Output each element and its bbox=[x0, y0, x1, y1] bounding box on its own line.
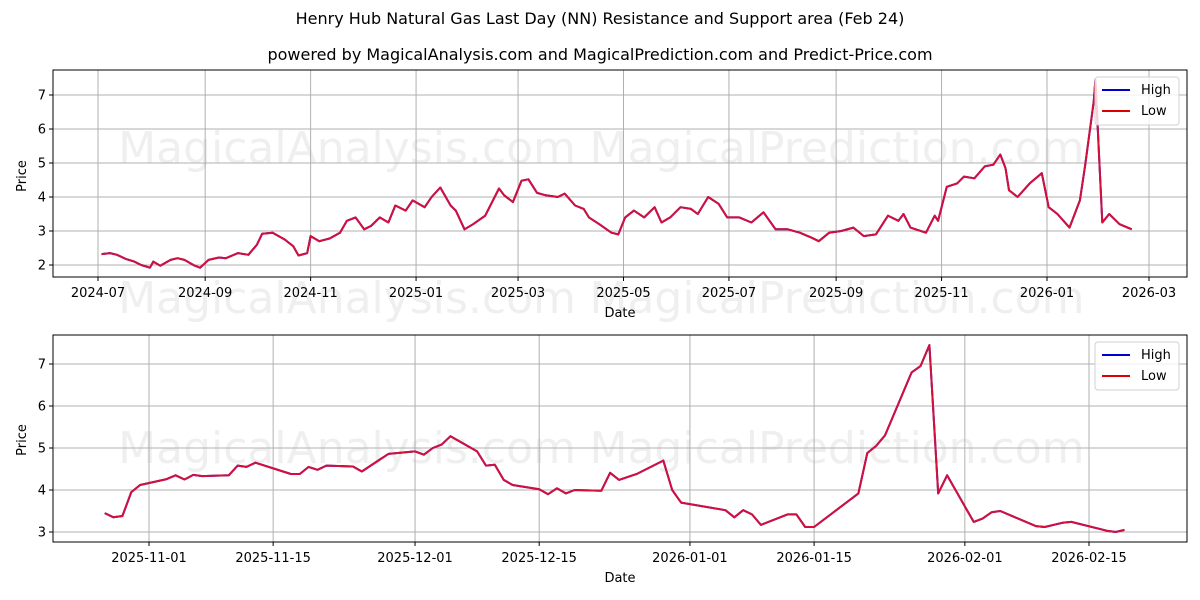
bottom-x-axis-label: Date bbox=[604, 571, 635, 586]
top-y-axis-label: Price bbox=[15, 160, 30, 192]
top-grid bbox=[53, 70, 1187, 277]
x-tick-label: 2025-03 bbox=[491, 286, 545, 301]
bottom-price-lines bbox=[104, 344, 1125, 533]
legend-low-label: Low bbox=[1141, 104, 1167, 119]
chart-title: Henry Hub Natural Gas Last Day (NN) Resi… bbox=[295, 9, 905, 28]
x-tick-label: 2025-01 bbox=[389, 286, 443, 301]
y-tick-label: 2 bbox=[38, 259, 46, 274]
y-tick-label: 7 bbox=[38, 89, 46, 104]
watermark-text: MagicalPrediction.com bbox=[590, 273, 1085, 324]
bottom-axes-frame bbox=[52, 334, 1188, 543]
bottom-grid bbox=[53, 335, 1187, 542]
x-tick-label: 2025-11-15 bbox=[235, 551, 311, 566]
y-tick-label: 4 bbox=[38, 191, 46, 206]
y-tick-label: 6 bbox=[38, 123, 46, 138]
bottom-y-axis: 3 4 5 6 7 bbox=[38, 358, 53, 541]
bottom-y-axis-label: Price bbox=[15, 424, 30, 456]
top-x-axis: 2024-07 2024-09 2024-11 2025-01 2025-03 2025-… bbox=[71, 277, 1176, 301]
top-watermarks: MagicalAnalysis.com MagicalPrediction.com… bbox=[118, 123, 1084, 324]
bottom-chart: MagicalAnalysis.com MagicalPrediction.com… bbox=[15, 334, 1188, 586]
x-tick-label: 2026-02-15 bbox=[1051, 551, 1127, 566]
watermark-text: MagicalAnalysis.com bbox=[118, 273, 576, 324]
legend-low-label: Low bbox=[1141, 369, 1167, 384]
y-tick-label: 5 bbox=[38, 442, 46, 457]
y-tick-label: 5 bbox=[38, 157, 46, 172]
top-chart: MagicalAnalysis.com MagicalPrediction.com… bbox=[15, 69, 1188, 324]
y-tick-label: 3 bbox=[38, 526, 46, 541]
low-price-line bbox=[101, 78, 1133, 269]
x-tick-label: 2026-02-01 bbox=[927, 551, 1003, 566]
y-tick-label: 4 bbox=[38, 484, 46, 499]
watermark-text: MagicalAnalysis.com bbox=[118, 123, 576, 174]
x-tick-label: 2024-11 bbox=[283, 286, 337, 301]
x-tick-label: 2025-07 bbox=[702, 286, 756, 301]
top-price-lines bbox=[101, 78, 1133, 269]
legend-high-label: High bbox=[1141, 83, 1171, 98]
bottom-legend: High Low bbox=[1094, 341, 1180, 391]
watermark-text: MagicalPrediction.com bbox=[590, 123, 1085, 174]
x-tick-label: 2024-09 bbox=[178, 286, 232, 301]
top-axes-frame bbox=[52, 69, 1188, 278]
x-tick-label: 2025-11 bbox=[914, 286, 968, 301]
top-x-axis-label: Date bbox=[604, 306, 635, 321]
x-tick-label: 2024-07 bbox=[71, 286, 125, 301]
low-price-line bbox=[104, 344, 1125, 533]
x-tick-label: 2026-01-15 bbox=[776, 551, 852, 566]
y-tick-label: 7 bbox=[38, 358, 46, 373]
x-tick-label: 2025-12-15 bbox=[501, 551, 577, 566]
x-tick-label: 2025-12-01 bbox=[377, 551, 453, 566]
x-tick-label: 2026-01 bbox=[1020, 286, 1074, 301]
legend-high-label: High bbox=[1141, 348, 1171, 363]
chart-subtitle: powered by MagicalAnalysis.com and Magic… bbox=[267, 45, 933, 64]
x-tick-label: 2026-01-01 bbox=[652, 551, 728, 566]
x-tick-label: 2025-11-01 bbox=[111, 551, 187, 566]
x-tick-label: 2025-09 bbox=[809, 286, 863, 301]
y-tick-label: 6 bbox=[38, 400, 46, 415]
x-tick-label: 2026-03 bbox=[1122, 286, 1176, 301]
y-tick-label: 3 bbox=[38, 225, 46, 240]
top-legend: High Low bbox=[1094, 76, 1180, 126]
x-tick-label: 2025-05 bbox=[596, 286, 650, 301]
bottom-x-axis: 2025-11-01 2025-11-15 2025-12-01 2025-12-15… bbox=[111, 542, 1127, 566]
top-y-axis: 2 3 4 5 6 7 bbox=[38, 89, 53, 274]
